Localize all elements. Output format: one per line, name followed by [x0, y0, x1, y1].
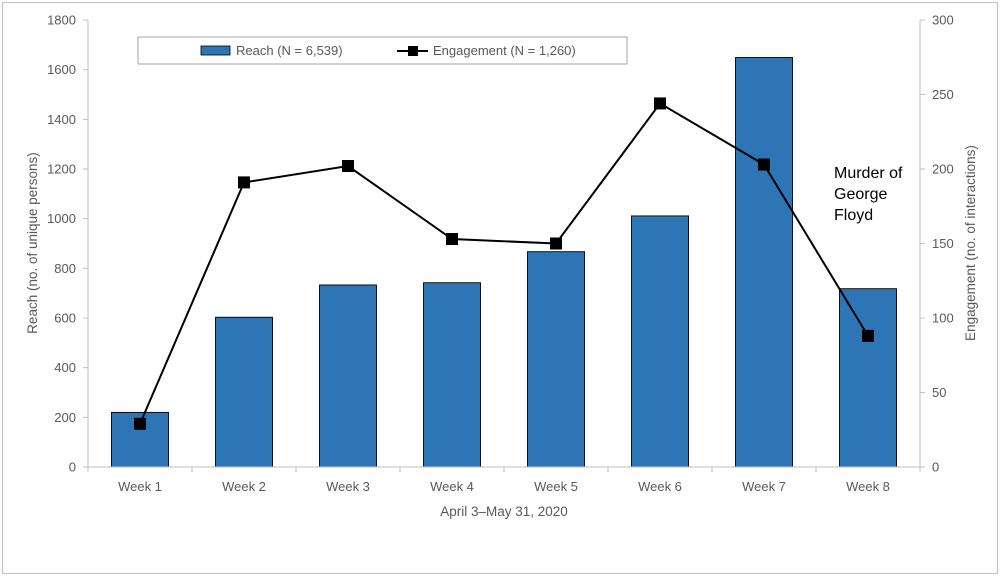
engagement-marker-5 — [550, 237, 562, 250]
y-tick-label: 1800 — [47, 13, 76, 28]
engagement-marker-7 — [758, 158, 770, 171]
x-tick-label: Week 4 — [430, 479, 474, 494]
bar-reach-5 — [527, 251, 585, 468]
y-tick-label: 200 — [54, 410, 76, 425]
y-tick-label: 1400 — [47, 112, 76, 127]
x-tick-label: Week 6 — [638, 479, 682, 494]
y2-tick-label: 200 — [932, 162, 954, 177]
y2-tick-label: 0 — [932, 460, 939, 475]
engagement-marker-1 — [134, 417, 146, 430]
y2-tick-labels: 0 50 100 150 200 250 300 — [932, 13, 954, 475]
bar-reach-4 — [423, 282, 481, 468]
y2-tick-label: 100 — [932, 311, 954, 326]
y2-axis-title: Engagement (no. of interactions) — [963, 145, 978, 341]
bar-reach-7 — [735, 57, 793, 468]
annotation-line-1: Murder of — [834, 165, 903, 182]
engagement-marker-3 — [342, 160, 354, 173]
annotation-line-2: George — [834, 186, 887, 203]
bar-reach-6 — [631, 215, 689, 468]
x-tick-label: Week 1 — [118, 479, 162, 494]
y2-tick-label: 150 — [932, 236, 954, 251]
x-axis-title: April 3–May 31, 2020 — [440, 504, 568, 519]
y-tick-label: 1200 — [47, 162, 76, 177]
engagement-line — [134, 97, 874, 430]
engagement-marker-6 — [654, 97, 666, 110]
y-tick-label: 1600 — [47, 62, 76, 77]
y-tick-labels: 0 200 400 600 800 1000 1200 1400 1600 1800 — [47, 13, 76, 475]
engagement-marker-8 — [862, 329, 874, 342]
y2-tick-label: 250 — [932, 87, 954, 102]
y-tick-label: 800 — [54, 261, 76, 276]
x-tick-labels: Week 1 Week 2 Week 3 Week 4 Week 5 Week 6 Week… — [118, 479, 890, 494]
engagement-marker-2 — [238, 176, 250, 189]
annotation-line-3: Floyd — [834, 207, 873, 224]
legend-engagement-label: Engagement (N = 1,260) — [433, 43, 576, 58]
legend-reach-swatch — [200, 45, 231, 56]
legend-engagement-marker — [408, 46, 418, 56]
x-tick-label: Week 3 — [326, 479, 370, 494]
engagement-marker-4 — [446, 233, 458, 246]
y-tick-label: 400 — [54, 360, 76, 375]
legend: Reach (N = 6,539) Engagement (N = 1,260) — [137, 36, 628, 65]
legend-reach-label: Reach (N = 6,539) — [236, 43, 343, 58]
y2-tick-label: 300 — [932, 13, 954, 28]
axes — [83, 19, 925, 472]
y-axis-title: Reach (no. of unique persons) — [25, 152, 40, 334]
bar-reach-3 — [319, 284, 377, 468]
y-tick-label: 600 — [54, 311, 76, 326]
engagement-polyline — [139, 102, 869, 425]
bars — [111, 57, 897, 468]
x-tick-label: Week 8 — [846, 479, 890, 494]
x-tick-label: Week 5 — [534, 479, 578, 494]
y-tick-label: 1000 — [47, 211, 76, 226]
y2-tick-label: 50 — [932, 385, 946, 400]
bar-reach-8 — [839, 288, 897, 468]
y-tick-label: 0 — [69, 460, 76, 475]
bar-reach-2 — [215, 316, 273, 468]
x-tick-label: Week 2 — [222, 479, 266, 494]
x-tick-label: Week 7 — [742, 479, 786, 494]
annotation: Murder of George Floyd — [834, 165, 903, 224]
